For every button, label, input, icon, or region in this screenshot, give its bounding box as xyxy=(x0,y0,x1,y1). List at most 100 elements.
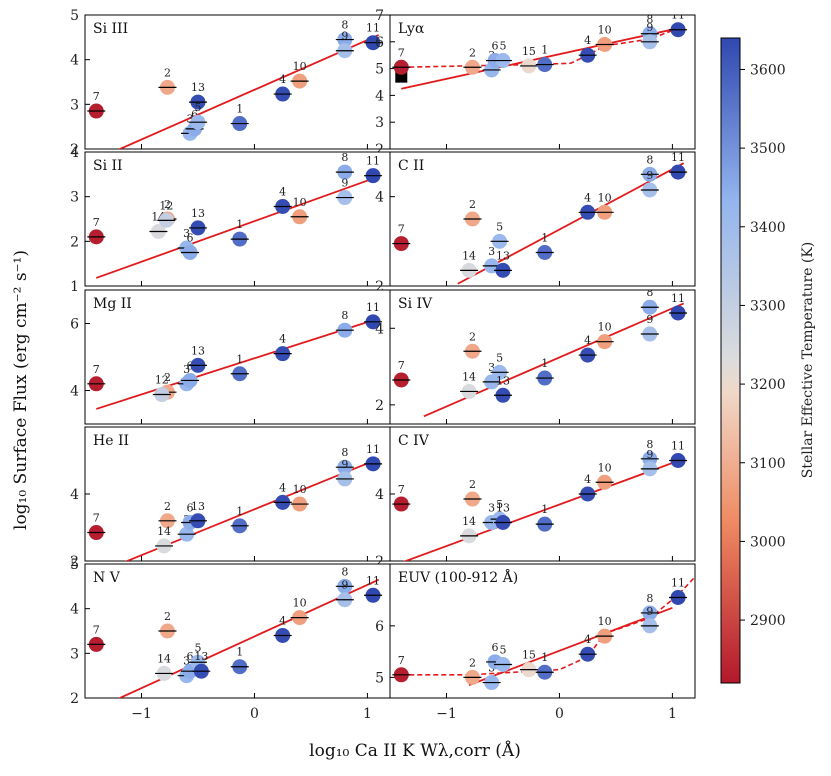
point-label: 4 xyxy=(279,185,286,198)
panel-euv-100-912: EUV (100-912 Å)56−101723651514108911 xyxy=(375,563,696,722)
point-label: 8 xyxy=(341,565,348,578)
point-label: 2 xyxy=(469,656,476,669)
point-label: 4 xyxy=(584,334,591,347)
colorbar-tick-label: 3600 xyxy=(750,62,786,78)
y-tick-label: 2 xyxy=(375,398,384,414)
point-label: 11 xyxy=(671,151,685,164)
point-label: 9 xyxy=(646,169,653,182)
panel-title: N V xyxy=(93,570,121,586)
point-label: 6 xyxy=(187,650,194,663)
panel-title: Si II xyxy=(93,158,123,174)
point-label: 1 xyxy=(541,503,548,516)
y-tick-label: 5 xyxy=(375,62,384,78)
point-label: 2 xyxy=(469,330,476,343)
point-label: 6 xyxy=(187,501,194,514)
point-label: 8 xyxy=(646,153,653,166)
point-label: 1 xyxy=(541,232,548,245)
colorbar-gradient xyxy=(720,37,741,684)
y-tick-label: 2 xyxy=(375,554,384,570)
plot-area: 723651514108911 xyxy=(392,13,688,90)
point-label: 8 xyxy=(341,19,348,32)
point-label: 1 xyxy=(236,353,243,366)
point-label: 1 xyxy=(236,646,243,659)
point-label: 9 xyxy=(341,177,348,190)
y-tick-label: 4 xyxy=(375,190,384,206)
point-label: 11 xyxy=(671,292,685,305)
x-tick-label: 1 xyxy=(668,706,677,722)
point-label: 5 xyxy=(194,101,201,114)
x-tick-label: −1 xyxy=(131,706,152,722)
point-label: 4 xyxy=(279,614,286,627)
y-tick-label: 4 xyxy=(375,321,384,337)
point-label: 14 xyxy=(157,525,171,538)
point-label: 7 xyxy=(93,363,100,376)
x-tick-label: 0 xyxy=(250,706,259,722)
point-label: 7 xyxy=(93,623,100,636)
panel-title: Si IV xyxy=(398,296,433,312)
point-label: 9 xyxy=(341,579,348,592)
colorbar-tick-label: 3400 xyxy=(750,220,786,236)
colorbar-ticks: 2900 3000 3100 3200 3300 3400 3500 3600 xyxy=(740,62,786,629)
point-label: 2 xyxy=(164,610,171,623)
y-axis-label: log₁₀ Surface Flux (erg cm⁻² s⁻¹) xyxy=(11,250,31,530)
point-label: 10 xyxy=(598,23,612,36)
point-label: 14 xyxy=(462,515,476,528)
point-label: 9 xyxy=(646,605,653,618)
colorbar-label: Stellar Effective Temperature (K) xyxy=(800,242,816,479)
point-label: 8 xyxy=(646,438,653,451)
point-label: 8 xyxy=(646,13,653,26)
y-tick-label: 4 xyxy=(70,384,79,400)
point-label: 3 xyxy=(488,245,495,258)
point-label: 4 xyxy=(584,191,591,204)
point-label: 7 xyxy=(398,223,405,236)
point-label: 14 xyxy=(157,652,171,665)
x-tick-label: 1 xyxy=(363,706,372,722)
point-label: 13 xyxy=(191,81,205,94)
point-label: 8 xyxy=(341,309,348,322)
panel-title: Lyα xyxy=(398,21,425,37)
point-label: 13 xyxy=(496,501,510,514)
point-label: 8 xyxy=(646,592,653,605)
point-label: 8 xyxy=(341,446,348,459)
y-tick-label: 2 xyxy=(70,234,79,250)
panel-mg-ii: Mg II467212361314811 xyxy=(70,289,391,425)
y-tick-label: 3 xyxy=(70,97,79,113)
point-label: 5 xyxy=(499,40,506,53)
y-tick-label: 7 xyxy=(375,8,384,24)
panel-title: Mg II xyxy=(93,296,132,312)
point-label: 1 xyxy=(236,103,243,116)
point-label: 13 xyxy=(191,207,205,220)
panel-title: Si III xyxy=(93,21,128,37)
point-label: 3 xyxy=(183,655,190,668)
point-label: 11 xyxy=(671,577,685,590)
point-label: 11 xyxy=(366,301,380,314)
point-label: 3 xyxy=(187,112,194,125)
y-tick-label: 3 xyxy=(70,646,79,662)
point-label: 10 xyxy=(293,597,307,610)
y-tick-label: 3 xyxy=(375,115,384,131)
point-label: 2 xyxy=(164,500,171,513)
point-label: 13 xyxy=(496,374,510,387)
x-axis-label: log₁₀ Ca II K Wλ,corr (Å) xyxy=(309,740,521,761)
point-label: 2 xyxy=(469,198,476,211)
point-label: 5 xyxy=(499,644,506,657)
panel-frame xyxy=(389,289,696,425)
point-label: 14 xyxy=(462,249,476,262)
point-label: 4 xyxy=(279,333,286,346)
point-label: 15 xyxy=(522,45,536,58)
point-label: 10 xyxy=(293,60,307,73)
point-label: 10 xyxy=(293,483,307,496)
point-label: 4 xyxy=(584,473,591,486)
point-label: 2 xyxy=(469,478,476,491)
point-label: 6 xyxy=(191,108,198,121)
point-label: 10 xyxy=(598,321,612,334)
colorbar-tick-label: 3500 xyxy=(750,141,786,157)
x-tick-label: 0 xyxy=(555,706,564,722)
y-tick-label: 6 xyxy=(70,317,79,333)
